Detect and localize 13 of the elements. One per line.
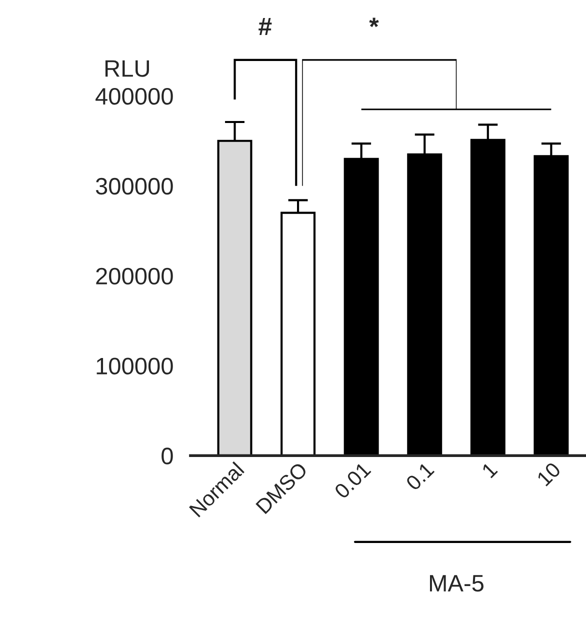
x-tick-label: 1 [481,462,498,478]
text: * [369,18,379,28]
y-tick-label: 100000 [96,358,173,374]
text: MA-5 [430,575,484,592]
y-tick-label: 0 [162,448,173,464]
y-axis-title: RLU [105,60,149,77]
x-tick-label: 0.1 [405,462,435,492]
x-tick-label: 10 [536,461,562,487]
y-tick-label: 300000 [96,178,173,195]
y-tick-label: 200000 [96,268,173,285]
y-tick-label: 400000 [96,88,173,105]
x-tick-label: 0.01 [334,462,372,500]
text: # [258,18,272,35]
